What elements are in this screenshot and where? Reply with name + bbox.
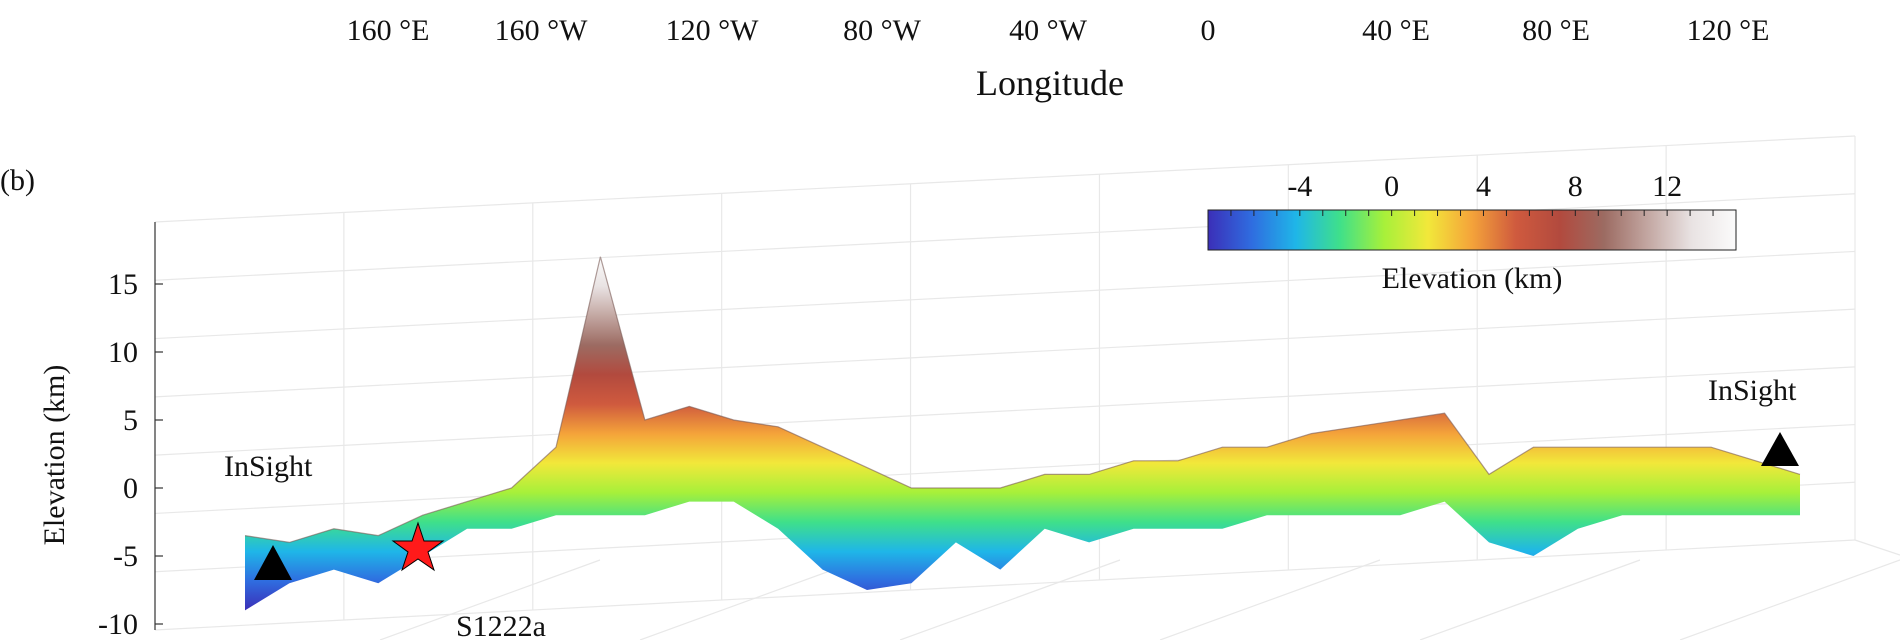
colorbar-tick-label: 12 (1652, 170, 1682, 203)
elevation-tick-label: 0 (123, 472, 138, 505)
elevation-tick-label: -10 (98, 608, 138, 640)
insight-marker-right (1761, 432, 1799, 466)
insight-label-left: InSight (224, 450, 313, 483)
colorbar-ticks: -4 0 4 8 12 (1230, 170, 1714, 216)
topography-ridge-line (244, 256, 1801, 544)
longitude-tick-label: 120 °E (1687, 14, 1770, 47)
grid-line (639, 559, 861, 640)
longitude-tick-label: 80 °W (843, 14, 921, 47)
grid-line (899, 559, 1121, 640)
elevation-axis-label: Elevation (km) (38, 365, 71, 546)
colorbar-tick-label: -4 (1287, 170, 1312, 203)
grid-line (154, 250, 1856, 340)
longitude-tick-labels: 160 °E 160 °W 120 °W 80 °W 40 °W 0 40 °E 80 °E 1… (347, 14, 1770, 47)
longitude-tick-label: 0 (1201, 14, 1216, 47)
elevation-tick-label: 15 (108, 268, 138, 301)
colorbar-label: Elevation (km) (1382, 262, 1563, 295)
event-label: S1222a (456, 610, 546, 640)
longitude-tick-label: 160 °W (495, 14, 588, 47)
colorbar-tick-label: 8 (1568, 170, 1583, 203)
grid-line (154, 308, 1856, 398)
grid-line (1159, 559, 1381, 640)
colorbar-tick-label: 0 (1384, 170, 1399, 203)
grid-line (379, 559, 601, 640)
grid-line (154, 423, 1856, 515)
insight-label-right: InSight (1708, 374, 1797, 407)
topography-surface (244, 256, 1801, 611)
grid-line (154, 539, 1856, 631)
longitude-axis-label: Longitude (976, 63, 1124, 103)
colorbar-tick-label: 4 (1476, 170, 1491, 203)
grid-line (1679, 559, 1900, 640)
event-star-marker (391, 521, 445, 572)
colorbar: -4 0 4 8 12 Elevation (km) (1207, 170, 1737, 295)
longitude-tick-label: 40 °E (1362, 14, 1430, 47)
elevation-tick-label: -5 (113, 540, 138, 573)
longitude-tick-label: 120 °W (666, 14, 759, 47)
grid-line (1419, 559, 1641, 640)
panel-label: (b) (0, 164, 35, 197)
topography-band (245, 256, 1800, 611)
insight-marker-left (254, 545, 292, 580)
grid-line (1854, 539, 1900, 556)
longitude-tick-label: 80 °E (1522, 14, 1590, 47)
grid-line (154, 366, 1856, 456)
longitude-tick-label: 160 °E (347, 14, 430, 47)
grid-line (154, 135, 1856, 223)
elevation-tick-labels: 15 10 5 0 -5 -10 (98, 268, 163, 640)
longitude-tick-label: 40 °W (1009, 14, 1087, 47)
grid-line (154, 193, 1856, 281)
colorbar-gradient (1207, 209, 1737, 251)
elevation-tick-label: 5 (123, 404, 138, 437)
elevation-tick-label: 10 (108, 336, 138, 369)
